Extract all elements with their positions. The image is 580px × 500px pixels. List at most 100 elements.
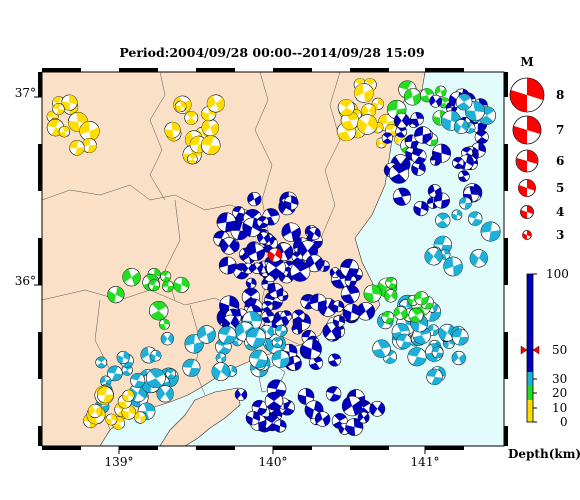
quake-marker xyxy=(309,293,327,311)
quake-marker xyxy=(273,419,287,433)
depth-band-deep xyxy=(527,274,533,372)
quake-marker xyxy=(469,249,488,268)
quake-marker xyxy=(95,356,108,369)
quake-marker xyxy=(384,289,398,303)
quake-marker xyxy=(286,355,302,371)
quake-marker xyxy=(435,85,447,98)
quake-marker xyxy=(247,192,262,207)
quake-marker xyxy=(429,94,443,108)
quake-marker xyxy=(369,400,386,417)
quake-marker xyxy=(340,284,360,304)
quake-marker xyxy=(337,99,355,116)
quake-marker xyxy=(200,135,221,155)
quake-marker xyxy=(182,358,201,377)
quake-marker xyxy=(329,267,341,279)
depth-tick-30: 30 xyxy=(552,372,567,386)
depth-tick-0: 0 xyxy=(560,415,568,429)
quake-marker xyxy=(242,262,254,275)
quake-marker xyxy=(340,258,359,278)
quake-marker xyxy=(354,83,374,103)
quake-marker xyxy=(435,212,451,228)
quake-marker xyxy=(107,286,125,304)
quake-marker xyxy=(407,347,427,367)
quake-marker xyxy=(187,153,198,165)
quake-marker xyxy=(433,192,450,209)
depth-band-20-30 xyxy=(527,372,533,386)
quake-marker xyxy=(388,163,410,184)
quake-marker xyxy=(69,140,85,156)
lon-label-141: 141° xyxy=(411,455,440,469)
mag-label-5: 5 xyxy=(556,181,564,195)
quake-marker xyxy=(257,231,271,245)
quake-marker xyxy=(413,200,429,217)
mainshock-marker xyxy=(267,247,283,263)
quake-marker xyxy=(459,196,472,210)
mag-symbol-8 xyxy=(509,77,545,113)
quake-marker xyxy=(455,93,473,111)
mag-label-8: 8 xyxy=(556,88,564,102)
magnitude-legend-header: M xyxy=(520,55,533,69)
map-title: Period:2004/09/28 00:00--2014/09/28 15:0… xyxy=(119,45,424,60)
depth-scale-label: Depth(km) xyxy=(508,447,580,461)
frame-border-ticks xyxy=(34,68,508,454)
quake-marker xyxy=(411,148,427,165)
quake-marker xyxy=(145,368,166,389)
depth-tick-10: 10 xyxy=(552,401,567,415)
map-area xyxy=(42,72,504,446)
quake-marker xyxy=(381,310,395,324)
mag-label-7: 7 xyxy=(556,123,564,137)
quake-marker xyxy=(371,97,384,111)
quake-marker xyxy=(395,125,408,138)
quake-marker xyxy=(431,346,444,359)
quake-marker xyxy=(410,112,425,126)
quake-marker xyxy=(211,362,231,381)
quake-marker xyxy=(206,94,225,113)
quake-marker xyxy=(251,262,263,274)
quake-marker xyxy=(218,256,237,275)
lat-label-36: 36° xyxy=(15,274,36,288)
quake-marker xyxy=(217,326,237,345)
quake-marker xyxy=(79,121,100,142)
quake-marker xyxy=(396,333,412,349)
quake-marker xyxy=(107,365,123,382)
quake-marker xyxy=(381,132,394,144)
quake-marker xyxy=(247,243,265,262)
lon-label-140: 140° xyxy=(259,455,288,469)
quake-marker xyxy=(81,138,97,153)
quake-marker xyxy=(393,112,410,129)
mag-label-3: 3 xyxy=(556,228,564,242)
quake-marker xyxy=(87,403,103,418)
quake-marker xyxy=(290,261,311,282)
quake-marker xyxy=(452,157,465,169)
quake-marker xyxy=(148,301,169,321)
quake-marker xyxy=(451,350,466,366)
quake-marker xyxy=(297,388,315,405)
quake-marker xyxy=(105,413,118,426)
quake-marker xyxy=(292,309,306,323)
quake-marker xyxy=(458,170,470,182)
quake-marker xyxy=(432,143,451,163)
quake-marker xyxy=(403,88,422,106)
quake-marker xyxy=(301,338,322,360)
quake-marker xyxy=(184,111,199,125)
quake-marker xyxy=(342,303,361,322)
quake-marker xyxy=(453,119,469,134)
quake-marker xyxy=(332,315,346,328)
quake-marker xyxy=(414,291,429,306)
quake-marker xyxy=(372,339,391,358)
quake-marker xyxy=(216,212,237,232)
quake-marker xyxy=(173,276,190,293)
quake-marker xyxy=(256,216,269,229)
quake-marker xyxy=(148,279,161,292)
mag-symbol-6 xyxy=(515,149,539,173)
quake-marker xyxy=(261,310,275,324)
quake-marker xyxy=(165,368,177,380)
mag-label-6: 6 xyxy=(556,154,564,168)
quake-marker xyxy=(451,328,469,346)
quake-marker xyxy=(325,386,342,402)
quake-marker xyxy=(314,411,331,427)
depth-color-scale: 100 50 30 20 10 0 Depth(km) xyxy=(508,267,580,461)
mag-symbol-4 xyxy=(520,205,534,219)
quake-marker xyxy=(116,350,130,365)
